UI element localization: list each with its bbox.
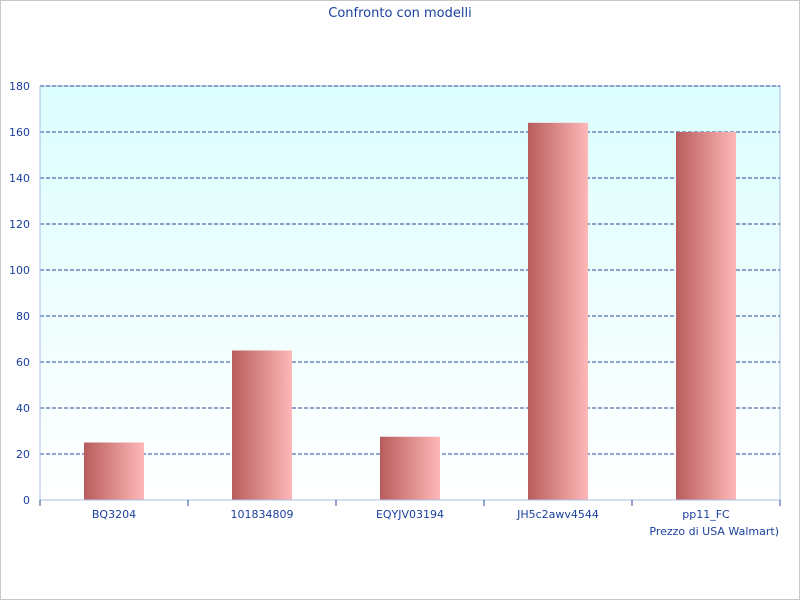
y-tick-label: 60 bbox=[16, 356, 30, 369]
y-tick-label: 140 bbox=[9, 172, 30, 185]
y-tick-label: 100 bbox=[9, 264, 30, 277]
bar bbox=[84, 442, 144, 500]
bar bbox=[528, 122, 588, 501]
x-tick-label: BQ3204 bbox=[92, 508, 136, 521]
gridlines bbox=[40, 85, 780, 455]
bar bbox=[380, 436, 440, 500]
bar bbox=[232, 350, 292, 500]
y-tick-label: 160 bbox=[9, 126, 30, 139]
y-tick-label: 180 bbox=[9, 80, 30, 93]
y-tick-label: 20 bbox=[16, 448, 30, 461]
plot-area bbox=[39, 85, 781, 501]
x-tick-label: pp11_FC bbox=[682, 508, 730, 521]
bar bbox=[676, 132, 736, 500]
chart-title: Confronto con modelli bbox=[328, 6, 471, 21]
y-tick-labels: 0 20 40 60 80 100 120 140 160 180 bbox=[9, 80, 30, 507]
y-tick-label: 80 bbox=[16, 310, 30, 323]
y-tick-label: 0 bbox=[23, 494, 30, 507]
y-tick-label: 120 bbox=[9, 218, 30, 231]
bars bbox=[84, 122, 736, 501]
x-axis-label: Prezzo di USA Walmart) bbox=[649, 525, 779, 538]
y-tick-label: 40 bbox=[16, 402, 30, 415]
axes bbox=[39, 86, 781, 506]
x-tick-label: JH5c2awv4544 bbox=[516, 508, 599, 521]
x-tick-label: 101834809 bbox=[231, 508, 294, 521]
x-tick-labels: BQ3204 101834809 EQYJV03194 JH5c2awv4544 pp1… bbox=[92, 508, 730, 521]
x-tick-label: EQYJV03194 bbox=[376, 508, 444, 521]
